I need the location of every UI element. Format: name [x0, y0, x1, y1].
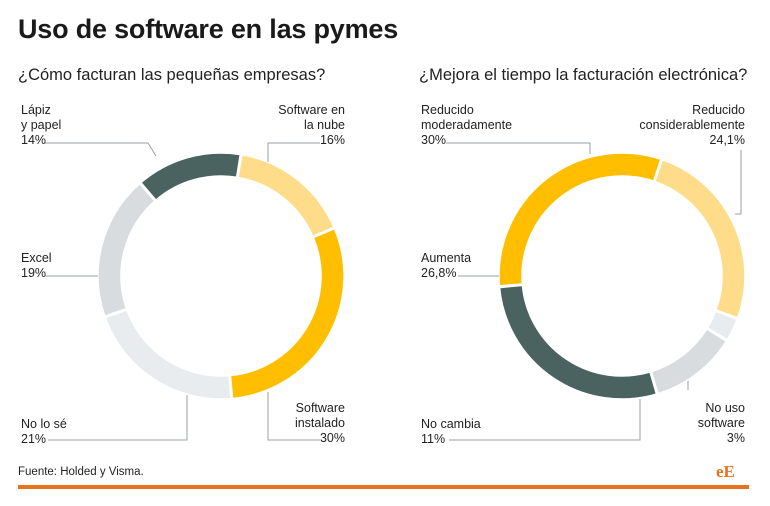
left-chart-subtitle: ¿Cómo facturan las pequeñas empresas?: [18, 66, 326, 84]
leader-line: [48, 395, 188, 441]
slice-label: No lo sé 21%: [21, 417, 67, 446]
leader-line: [446, 142, 591, 154]
slice-label: Software instalado 30%: [295, 401, 345, 445]
slice-label: Lápiz y papel 14%: [21, 103, 61, 147]
slice-label: Software en la nube 16%: [278, 103, 345, 147]
leader-line: [449, 399, 641, 441]
donut-slice-reducido-moderadamente: [498, 152, 662, 287]
slice-label: No uso software 3%: [698, 401, 745, 445]
leader-line: [267, 392, 320, 441]
footer-rule: [18, 485, 749, 489]
donut-slice-no-cambia: [650, 327, 728, 395]
leader-line: [267, 142, 320, 162]
slice-label: Reducido considerablemente 24,1%: [639, 103, 745, 147]
donut-slice-software-instalado: [229, 227, 345, 400]
right-chart-subtitle: ¿Mejora el tiempo la facturación electró…: [419, 66, 748, 84]
slice-label: Excel 19%: [21, 251, 52, 280]
slice-label: Reducido moderadamente 30%: [421, 103, 512, 147]
leader-line: [735, 150, 742, 215]
donut-slice-no-uso-software: [706, 310, 739, 341]
leader-line: [45, 142, 157, 157]
source-note: Fuente: Holded y Visma.: [18, 466, 144, 478]
brand-logo: eE: [716, 462, 735, 481]
donut-slice-no-lo-sé: [104, 308, 232, 400]
slice-label: No cambia 11%: [421, 417, 481, 446]
donut-slice-lápiz-y-papel: [139, 152, 242, 202]
chart-title: Uso de software en las pymes: [18, 14, 399, 44]
donut-slice-software-en-la-nube: [237, 153, 335, 238]
donut-slice-aumenta: [498, 284, 658, 400]
donut-slice-reducido-considerablemente: [653, 158, 746, 319]
slice-label: Aumenta 26,8%: [421, 251, 471, 280]
donut-slice-excel: [97, 182, 156, 317]
